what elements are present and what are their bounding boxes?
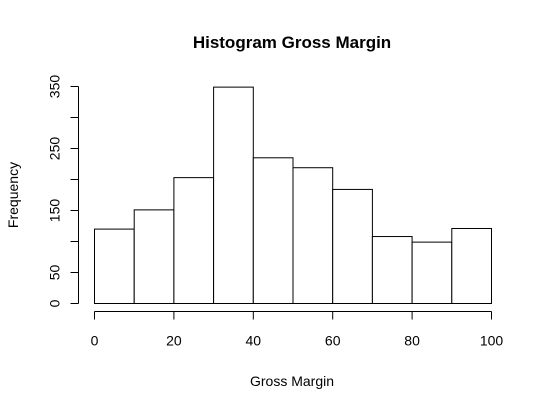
histogram-bar xyxy=(133,209,175,305)
histogram-bar xyxy=(252,157,294,304)
histogram-bar xyxy=(94,228,135,305)
x-tick-label: 60 xyxy=(325,333,341,349)
histogram-bar xyxy=(332,188,373,304)
x-tick-label: 40 xyxy=(246,333,262,349)
y-tick-label: 150 xyxy=(47,199,63,223)
y-tick-label: 250 xyxy=(47,137,63,161)
y-axis-label: Frequency xyxy=(5,162,21,228)
x-axis: 0 20 40 60 80 100 xyxy=(91,311,504,349)
y-tick-label: 350 xyxy=(47,75,63,99)
chart-title: Histogram Gross Margin xyxy=(193,33,391,52)
histogram-bar xyxy=(411,241,453,304)
y-tick-label: 50 xyxy=(47,265,63,281)
bars-group xyxy=(94,86,492,305)
x-axis-label: Gross Margin xyxy=(250,373,334,389)
histogram-bar xyxy=(213,86,254,305)
y-tick-label: 0 xyxy=(47,299,63,307)
x-tick-label: 80 xyxy=(404,333,420,349)
y-axis: 0 50 150 250 350 xyxy=(47,75,79,307)
x-tick-label: 20 xyxy=(166,333,182,349)
histogram-bar xyxy=(173,177,215,304)
x-tick-label: 100 xyxy=(480,333,504,349)
histogram-bar xyxy=(371,236,413,304)
histogram-bar xyxy=(451,227,492,304)
histogram-bar xyxy=(292,167,334,304)
x-tick-label: 0 xyxy=(91,333,99,349)
